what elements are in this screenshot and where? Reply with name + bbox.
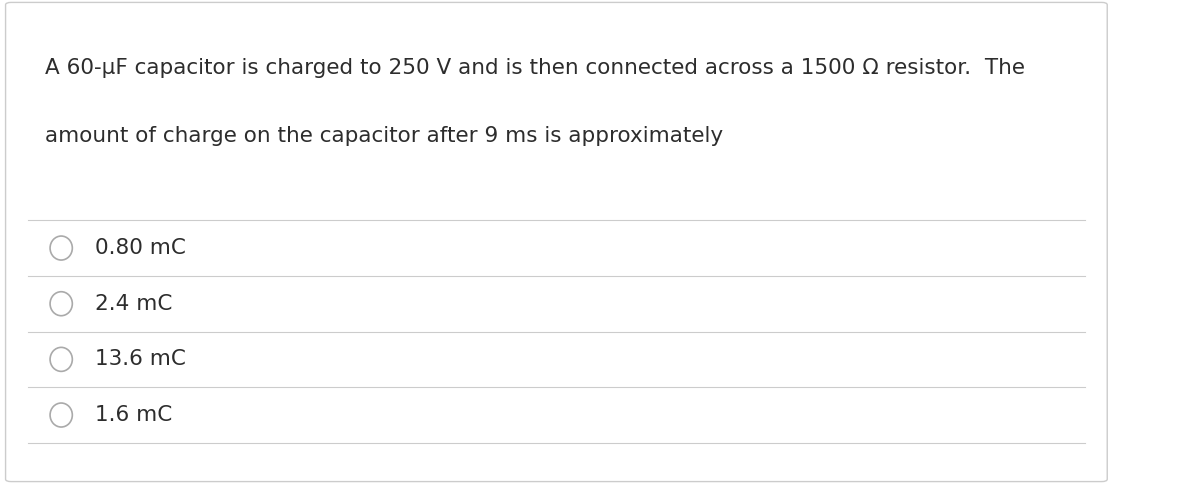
Text: 2.4 mC: 2.4 mC bbox=[95, 294, 172, 314]
Text: 0.80 mC: 0.80 mC bbox=[95, 238, 186, 258]
Text: A 60-μF capacitor is charged to 250 V and is then connected across a 1500 Ω resi: A 60-μF capacitor is charged to 250 V an… bbox=[44, 58, 1025, 78]
FancyBboxPatch shape bbox=[6, 2, 1108, 482]
Text: 13.6 mC: 13.6 mC bbox=[95, 349, 186, 369]
Text: amount of charge on the capacitor after 9 ms is approximately: amount of charge on the capacitor after … bbox=[44, 126, 722, 146]
Text: 1.6 mC: 1.6 mC bbox=[95, 405, 172, 425]
